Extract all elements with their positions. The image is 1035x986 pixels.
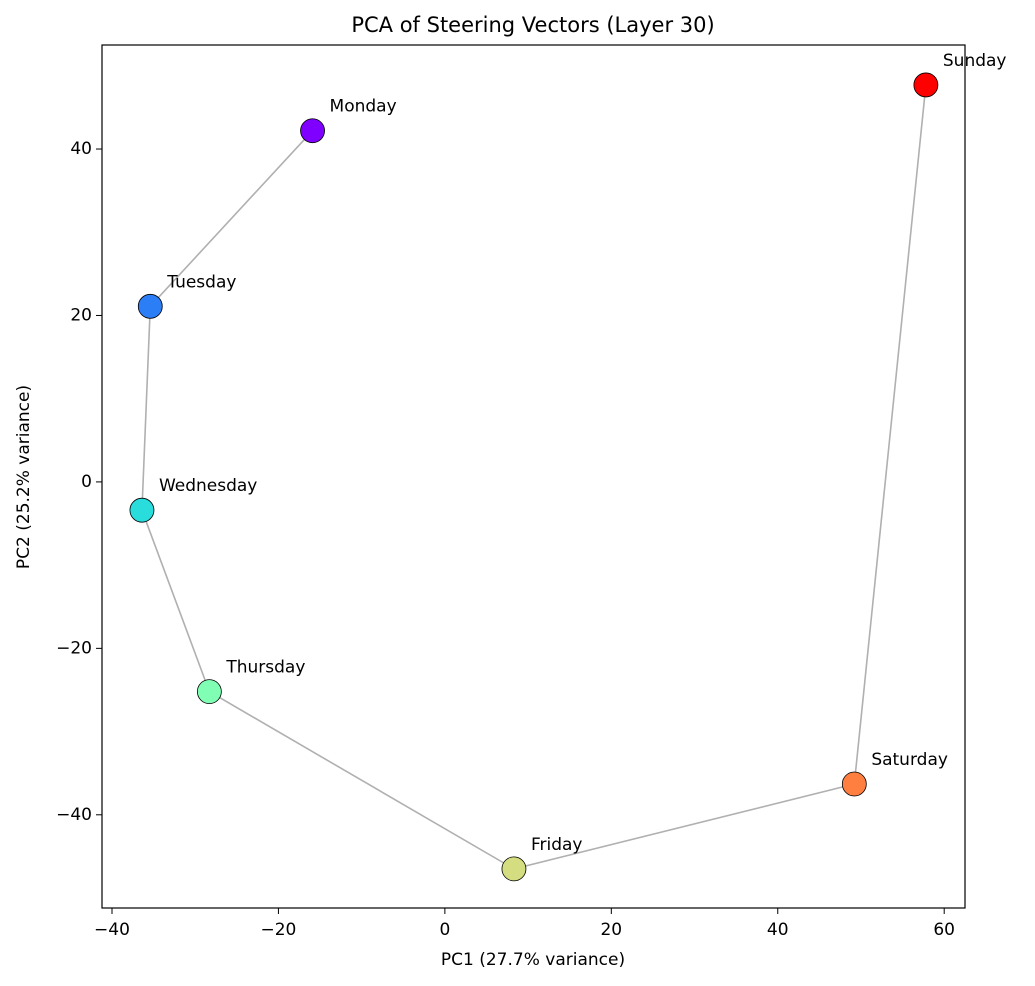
x-axis-label: PC1 (27.7% variance) — [441, 950, 625, 970]
x-tick-label: 60 — [933, 920, 955, 940]
chart-title: PCA of Steering Vectors (Layer 30) — [351, 13, 714, 37]
point — [501, 856, 527, 882]
point — [841, 771, 867, 797]
point-label: Thursday — [225, 658, 305, 678]
x-tick-label: −40 — [94, 920, 130, 940]
y-tick-label: −40 — [56, 805, 92, 825]
point-label: Saturday — [871, 750, 948, 770]
y-axis-label: PC2 (25.2% variance) — [14, 385, 34, 569]
x-tick-label: −20 — [260, 920, 296, 940]
point-label: Sunday — [943, 51, 1007, 71]
y-tick-label: 0 — [81, 472, 92, 492]
point — [137, 293, 163, 319]
point — [300, 118, 325, 144]
point — [913, 72, 939, 98]
x-tick-label: 20 — [600, 920, 622, 940]
plot-frame — [101, 44, 966, 909]
point-label: Tuesday — [166, 272, 236, 292]
point-label: Monday — [330, 97, 397, 117]
x-tick-label: 0 — [439, 920, 450, 940]
y-tick-label: 40 — [70, 139, 92, 159]
y-tick-label: −20 — [56, 638, 92, 658]
y-tick-label: 20 — [70, 305, 92, 325]
point-label: Friday — [531, 835, 583, 855]
point — [196, 679, 222, 705]
point-label: Wednesday — [159, 476, 257, 496]
point — [129, 497, 155, 523]
x-tick-label: 40 — [767, 920, 789, 940]
